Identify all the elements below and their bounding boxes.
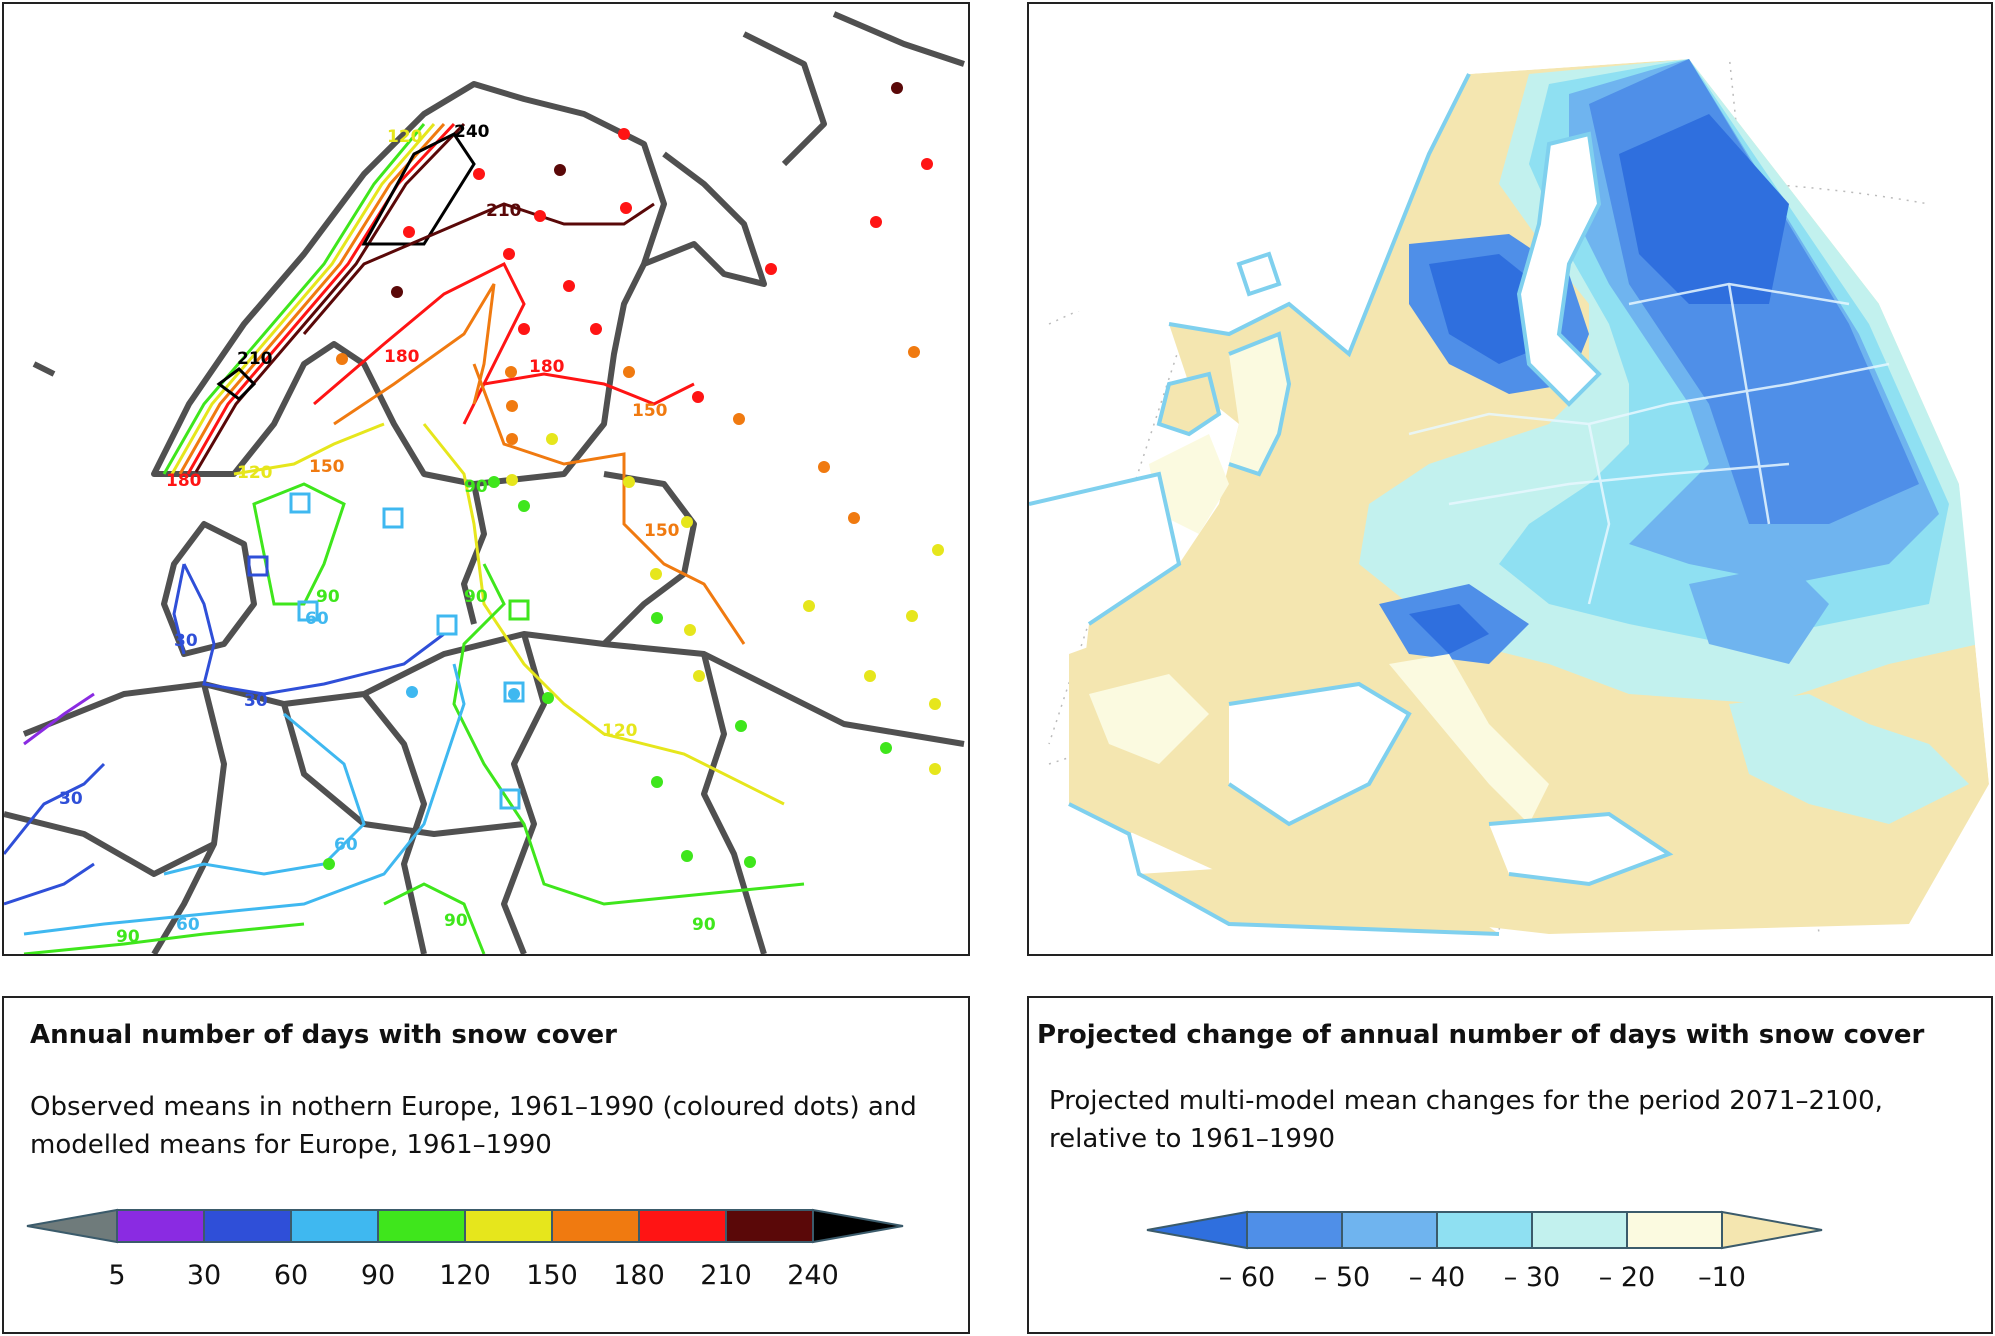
colorbar	[1146, 1210, 1823, 1250]
colorbar-segment	[638, 1209, 727, 1243]
colorbar-tick: 210	[700, 1260, 752, 1291]
projected-map-canvas	[1029, 4, 1991, 954]
colorbar-tick: – 60	[1218, 1262, 1276, 1293]
boundaries	[1408, 282, 1890, 605]
colorbar-segment	[551, 1209, 640, 1243]
colorbar-high-arrow	[812, 1208, 904, 1244]
contour-label: 90	[316, 587, 340, 607]
observed-legend: Annual number of days with snow cover Ob…	[2, 996, 970, 1334]
colorbar-tick: 150	[526, 1260, 578, 1291]
colorbar-segment	[1436, 1211, 1533, 1249]
contour-label: 90	[116, 927, 140, 947]
projected-legend: Projected change of annual number of day…	[1027, 996, 1993, 1334]
projected-change-map	[1027, 2, 1993, 956]
contour-label: 150	[309, 457, 345, 477]
colorbar-segment	[203, 1209, 292, 1243]
colorbar-segment	[1531, 1211, 1628, 1249]
colorbar-tick: 5	[108, 1260, 126, 1291]
legend-title: Projected change of annual number of day…	[1037, 1020, 1925, 1050]
colorbar-tick: 120	[439, 1260, 491, 1291]
colorbar-segment	[116, 1209, 205, 1243]
legend-description: Observed means in nothern Europe, 1961–1…	[30, 1092, 917, 1160]
contour-label: 90	[692, 915, 716, 935]
contour-label: 180	[529, 357, 565, 377]
colorbar-segment	[1246, 1211, 1343, 1249]
colorbar-low-arrow	[26, 1208, 118, 1244]
coastlines	[1029, 73, 1674, 936]
colorbar	[26, 1208, 904, 1244]
colorbar-tick: 60	[273, 1260, 309, 1291]
contour-label: 60	[176, 915, 200, 935]
observed-map-canvas: 240 120 210 210 180 180 150 180 150 150 …	[4, 11, 965, 954]
contour-label: 60	[305, 609, 329, 629]
colorbar-segment	[464, 1209, 553, 1243]
contour-label: 120	[387, 127, 423, 147]
colorbar-tick: – 20	[1598, 1262, 1656, 1293]
colorbar-tick: – 50	[1313, 1262, 1371, 1293]
contour-label: 150	[632, 401, 668, 421]
contour-label: 30	[59, 789, 83, 809]
colorbar-segment	[1626, 1211, 1723, 1249]
observed-snow-days-map: 240 120 210 210 180 180 150 180 150 150 …	[2, 2, 970, 956]
contour-label: 90	[464, 477, 488, 497]
colorbar-tick: – 30	[1503, 1262, 1561, 1293]
contour-label: 210	[486, 201, 522, 221]
contour-label: 180	[166, 471, 202, 491]
contour-label: 60	[334, 835, 358, 855]
colorbar-tick: –10	[1698, 1262, 1746, 1293]
colorbar-segment	[290, 1209, 379, 1243]
colorbar-segment	[377, 1209, 466, 1243]
colorbar-tick: 240	[787, 1260, 839, 1291]
legend-description: Projected multi-model mean changes for t…	[1049, 1086, 1883, 1154]
colorbar-segment	[1341, 1211, 1438, 1249]
colorbar-tick: 30	[186, 1260, 222, 1291]
contour-label: 180	[384, 347, 420, 367]
colorbar-tick: 180	[613, 1260, 665, 1291]
projected-change-field	[1029, 4, 1991, 954]
contour-label: 210	[237, 349, 273, 369]
observation-dots	[247, 82, 944, 870]
contour-label: 120	[237, 463, 273, 483]
contour-label: 90	[464, 587, 488, 607]
contour-label: 30	[244, 691, 268, 711]
contour-label: 150	[644, 521, 680, 541]
legend-title: Annual number of days with snow cover	[30, 1020, 617, 1050]
contour-label: 30	[174, 631, 198, 651]
colorbar-tick: 90	[360, 1260, 396, 1291]
contour-label: 90	[444, 911, 468, 931]
colorbar-high-arrow	[1721, 1210, 1823, 1250]
contour-label: 240	[454, 122, 490, 142]
contour-label-group: 240 120 210 210 180 180 150 180 150 150 …	[59, 122, 716, 947]
colorbar-tick: – 40	[1408, 1262, 1466, 1293]
contour-label: 120	[602, 721, 638, 741]
colorbar-segment	[725, 1209, 814, 1243]
contour-lines	[4, 122, 805, 954]
colorbar-low-arrow	[1146, 1210, 1248, 1250]
